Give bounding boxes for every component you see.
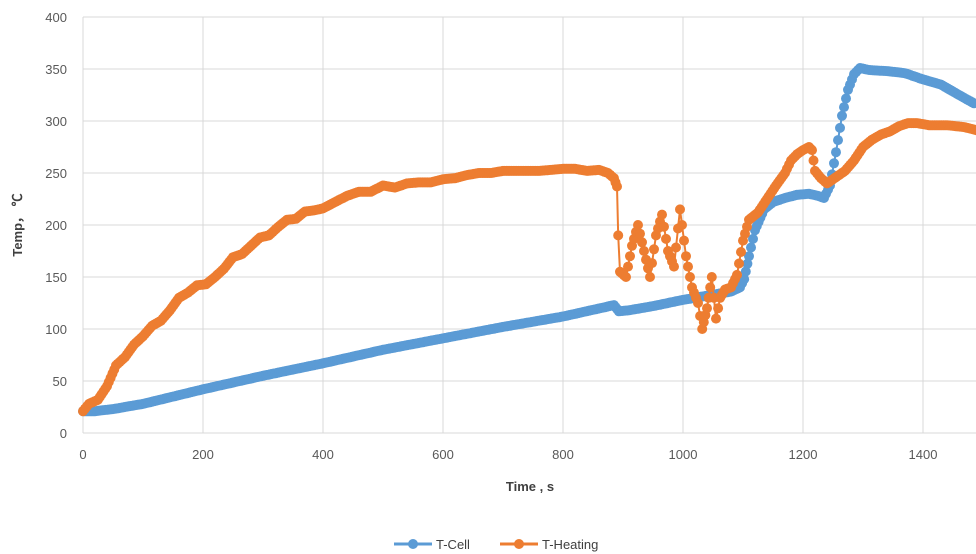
data-point <box>711 313 721 324</box>
data-point <box>808 155 819 166</box>
y-tick-label: 200 <box>45 218 67 233</box>
x-tick-label: 1000 <box>669 447 698 462</box>
data-point <box>685 272 695 282</box>
data-point <box>657 209 667 220</box>
data-point <box>677 220 687 230</box>
y-tick-label: 250 <box>45 166 67 181</box>
legend: T-Cell T-Heating <box>394 537 598 552</box>
data-point <box>693 298 703 308</box>
data-point <box>635 228 645 239</box>
x-tick-label: 400 <box>312 447 334 462</box>
legend-marker <box>514 539 524 549</box>
y-tick-label: 50 <box>53 374 67 389</box>
data-point <box>669 261 679 272</box>
data-point <box>679 235 689 246</box>
data-point <box>837 110 847 121</box>
legend-marker <box>408 539 418 549</box>
y-tick-label: 350 <box>45 62 67 77</box>
x-tick-label: 600 <box>432 447 454 462</box>
data-point <box>746 242 756 253</box>
y-tick-label: 150 <box>45 270 67 285</box>
x-tick-label: 1200 <box>789 447 818 462</box>
legend-item: T-Heating <box>500 537 598 552</box>
x-tick-label: 1400 <box>909 447 938 462</box>
data-point <box>621 272 631 282</box>
data-point <box>681 251 691 262</box>
tick-labels: 0 50 100 150 200 250 300 350 400 0 200 400 600 800 100… <box>45 10 937 462</box>
x-axis-title: Time , s <box>506 479 554 494</box>
data-point <box>623 261 633 272</box>
y-tick-label: 100 <box>45 322 67 337</box>
data-point <box>705 282 716 293</box>
y-tick-label: 300 <box>45 114 67 129</box>
data-point <box>969 98 976 109</box>
data-point <box>748 233 758 244</box>
x-tick-label: 0 <box>79 447 86 462</box>
series-t-cell <box>78 63 976 417</box>
x-tick-label: 800 <box>552 447 574 462</box>
x-tick-label: 200 <box>192 447 214 462</box>
data-point <box>647 258 657 269</box>
y-axis-title: Temp， ℃ <box>10 193 25 256</box>
data-point <box>702 303 712 314</box>
data-point <box>740 266 751 277</box>
data-point <box>713 303 724 314</box>
series-layer <box>78 63 976 417</box>
legend-label: T-Cell <box>436 537 470 552</box>
data-point <box>835 122 845 133</box>
data-point <box>661 233 671 244</box>
data-point <box>639 246 649 256</box>
data-point <box>744 251 754 262</box>
data-point <box>613 230 624 241</box>
data-point <box>706 272 717 282</box>
y-tick-label: 0 <box>60 426 67 441</box>
data-point <box>683 261 693 272</box>
gridlines <box>82 16 976 434</box>
data-point <box>633 220 643 230</box>
data-point <box>736 247 746 257</box>
legend-label: T-Heating <box>542 537 598 552</box>
data-point <box>637 237 647 248</box>
data-point <box>807 145 817 156</box>
data-point <box>831 147 841 158</box>
legend-item: T-Cell <box>394 537 470 552</box>
data-point <box>829 158 839 169</box>
y-tick-label: 400 <box>45 10 67 25</box>
data-point <box>732 269 742 280</box>
data-point <box>972 125 976 136</box>
data-point <box>649 244 659 255</box>
data-point <box>625 251 635 262</box>
data-point <box>841 93 851 104</box>
data-point <box>659 221 669 232</box>
data-point <box>675 204 685 215</box>
data-point <box>839 102 849 113</box>
data-point <box>612 181 622 192</box>
data-point <box>833 135 843 146</box>
data-point <box>734 258 744 269</box>
data-point <box>645 272 655 282</box>
data-point <box>742 258 753 269</box>
data-point <box>671 242 681 253</box>
series-t-heating <box>78 118 976 417</box>
